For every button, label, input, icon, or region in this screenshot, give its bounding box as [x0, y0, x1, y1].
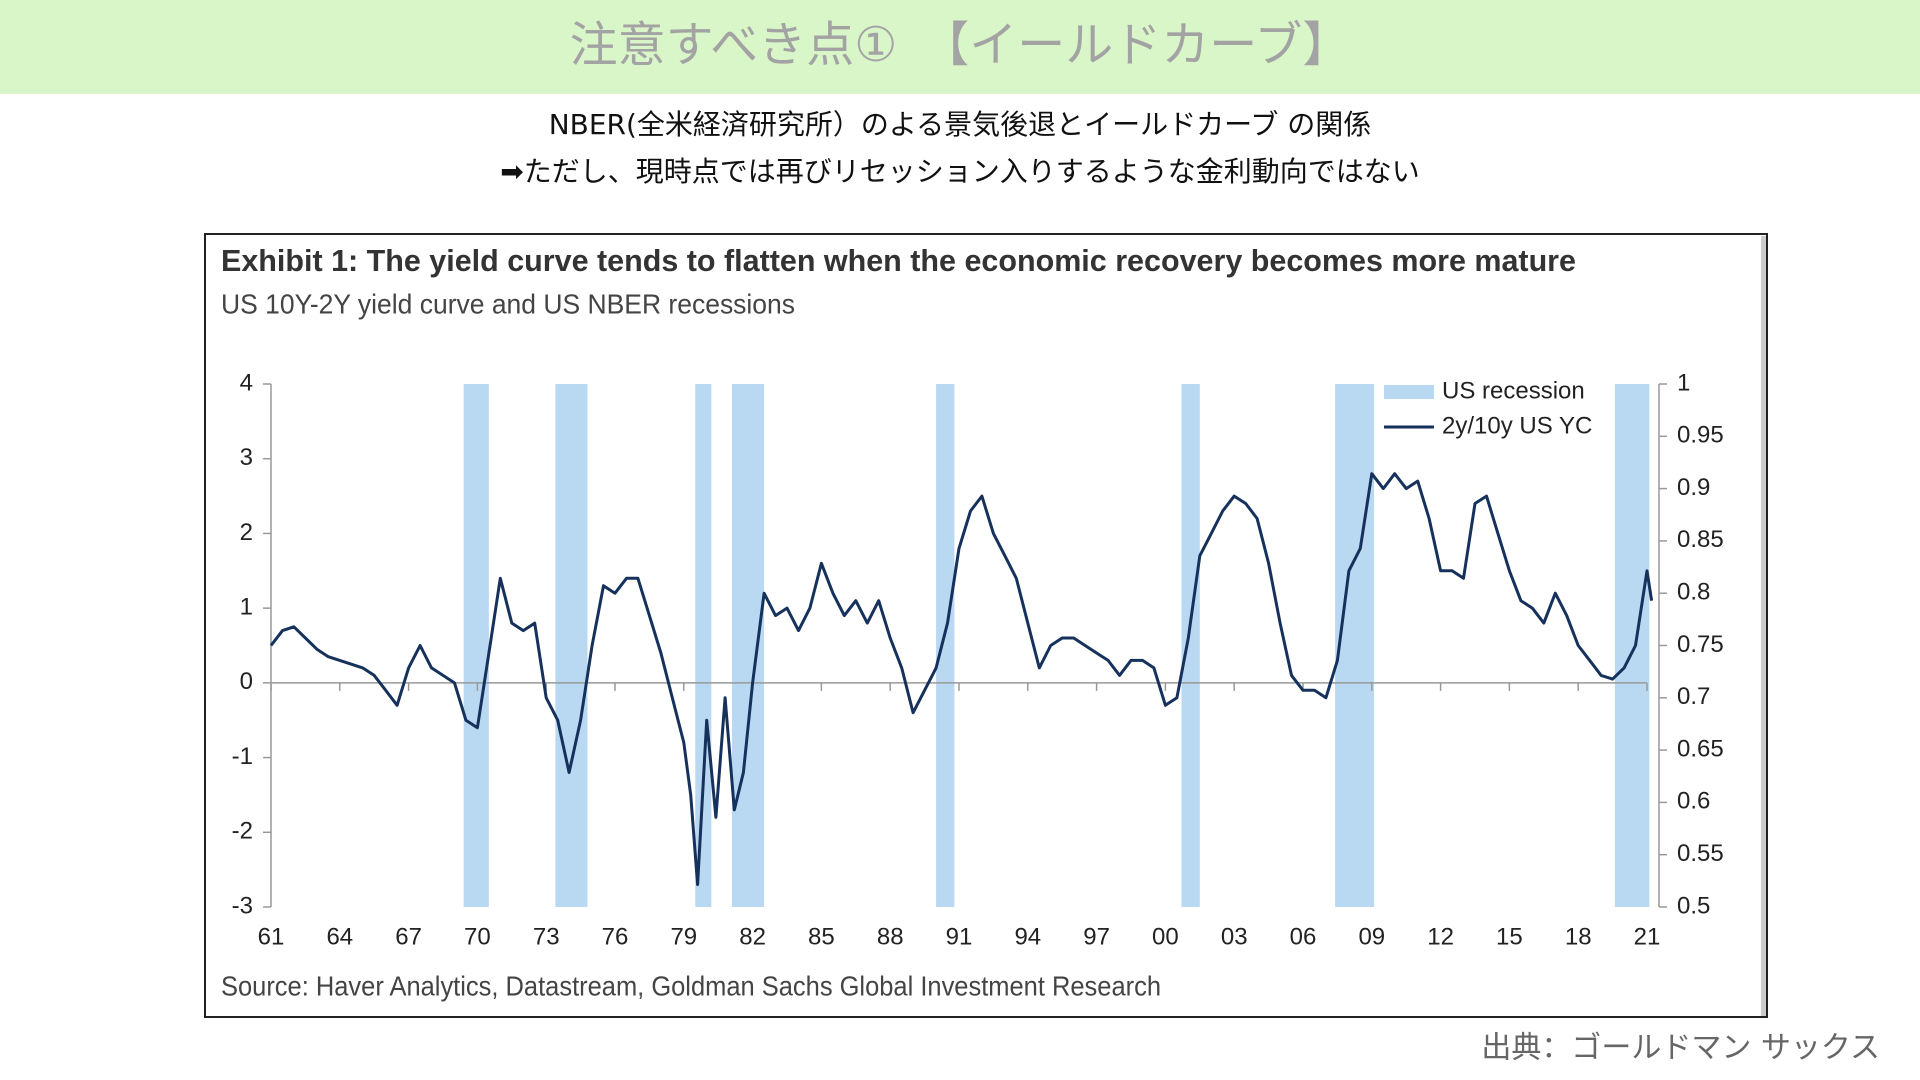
credit: 出典：ゴールドマン サックス: [1481, 1031, 1880, 1066]
header-band: [0, 0, 1920, 94]
subtitle-line: NBER(全米経済研究所）のよる景気後退とイールドカーブ の関係: [549, 108, 1372, 141]
x-tick-label: 64: [326, 923, 353, 950]
frame-shadow: [1761, 236, 1766, 1016]
y2-tick-label: 0.65: [1677, 735, 1724, 762]
x-tick-label: 82: [739, 923, 766, 950]
legend-label: US recession: [1442, 377, 1585, 404]
recession-band: [1614, 384, 1650, 907]
recession-band: [463, 384, 489, 907]
y2-tick-label: 1: [1677, 369, 1690, 396]
slide-title: 注意すべき点① 【イールドカーブ】: [570, 17, 1351, 73]
y2-tick-label: 0.6: [1677, 788, 1710, 815]
x-tick-label: 79: [670, 923, 697, 950]
x-tick-label: 97: [1083, 923, 1110, 950]
recession-band: [555, 384, 588, 907]
legend-swatch: [1384, 385, 1434, 399]
recession-band: [1335, 384, 1375, 907]
y-tick-label: -3: [232, 892, 253, 919]
recession-band: [731, 384, 765, 907]
x-tick-label: 18: [1565, 923, 1592, 950]
x-tick-label: 00: [1152, 923, 1179, 950]
x-tick-label: 76: [602, 923, 629, 950]
y-tick-label: -1: [232, 743, 253, 770]
x-tick-label: 06: [1290, 923, 1317, 950]
recession-band: [936, 384, 955, 907]
y-tick-label: 4: [240, 369, 253, 396]
y-tick-label: 1: [240, 593, 253, 620]
x-tick-label: 88: [877, 923, 904, 950]
y2-tick-label: 0.9: [1677, 474, 1710, 501]
y-tick-label: 3: [240, 444, 253, 471]
y2-tick-label: 0.5: [1677, 892, 1710, 919]
y2-tick-label: 0.7: [1677, 683, 1710, 710]
legend-label: 2y/10y US YC: [1442, 412, 1592, 439]
x-tick-label: 73: [533, 923, 560, 950]
x-tick-label: 94: [1014, 923, 1041, 950]
x-tick-label: 03: [1221, 923, 1248, 950]
y2-tick-label: 0.95: [1677, 422, 1724, 449]
plot: -3-2-1012340.50.550.60.650.70.750.80.850…: [232, 369, 1724, 950]
x-tick-label: 85: [808, 923, 835, 950]
y-tick-label: 2: [240, 519, 253, 546]
yield-curve-line: [269, 472, 1654, 887]
subtitle-line: ➡ただし、現時点では再びリセッション入りするような金利動向ではない: [500, 155, 1419, 188]
y2-tick-label: 0.75: [1677, 631, 1724, 658]
x-tick-label: 09: [1358, 923, 1385, 950]
x-tick-label: 21: [1634, 923, 1661, 950]
chart-title: Exhibit 1: The yield curve tends to flat…: [221, 243, 1576, 278]
x-tick-label: 70: [464, 923, 491, 950]
x-tick-label: 15: [1496, 923, 1523, 950]
x-tick-label: 67: [395, 923, 422, 950]
chart-source: Source: Haver Analytics, Datastream, Gol…: [221, 970, 1161, 1001]
chart-frame: [204, 233, 1768, 1018]
y2-tick-label: 0.85: [1677, 526, 1724, 553]
chart-subtitle: US 10Y-2Y yield curve and US NBER recess…: [221, 288, 795, 319]
recession-band: [695, 384, 712, 907]
x-tick-label: 61: [258, 923, 285, 950]
y2-tick-label: 0.55: [1677, 840, 1724, 867]
x-tick-label: 12: [1427, 923, 1454, 950]
x-tick-label: 91: [946, 923, 973, 950]
y-tick-label: -2: [232, 818, 253, 845]
recession-band: [1181, 384, 1200, 907]
y2-tick-label: 0.8: [1677, 579, 1710, 606]
y-tick-label: 0: [240, 668, 253, 695]
